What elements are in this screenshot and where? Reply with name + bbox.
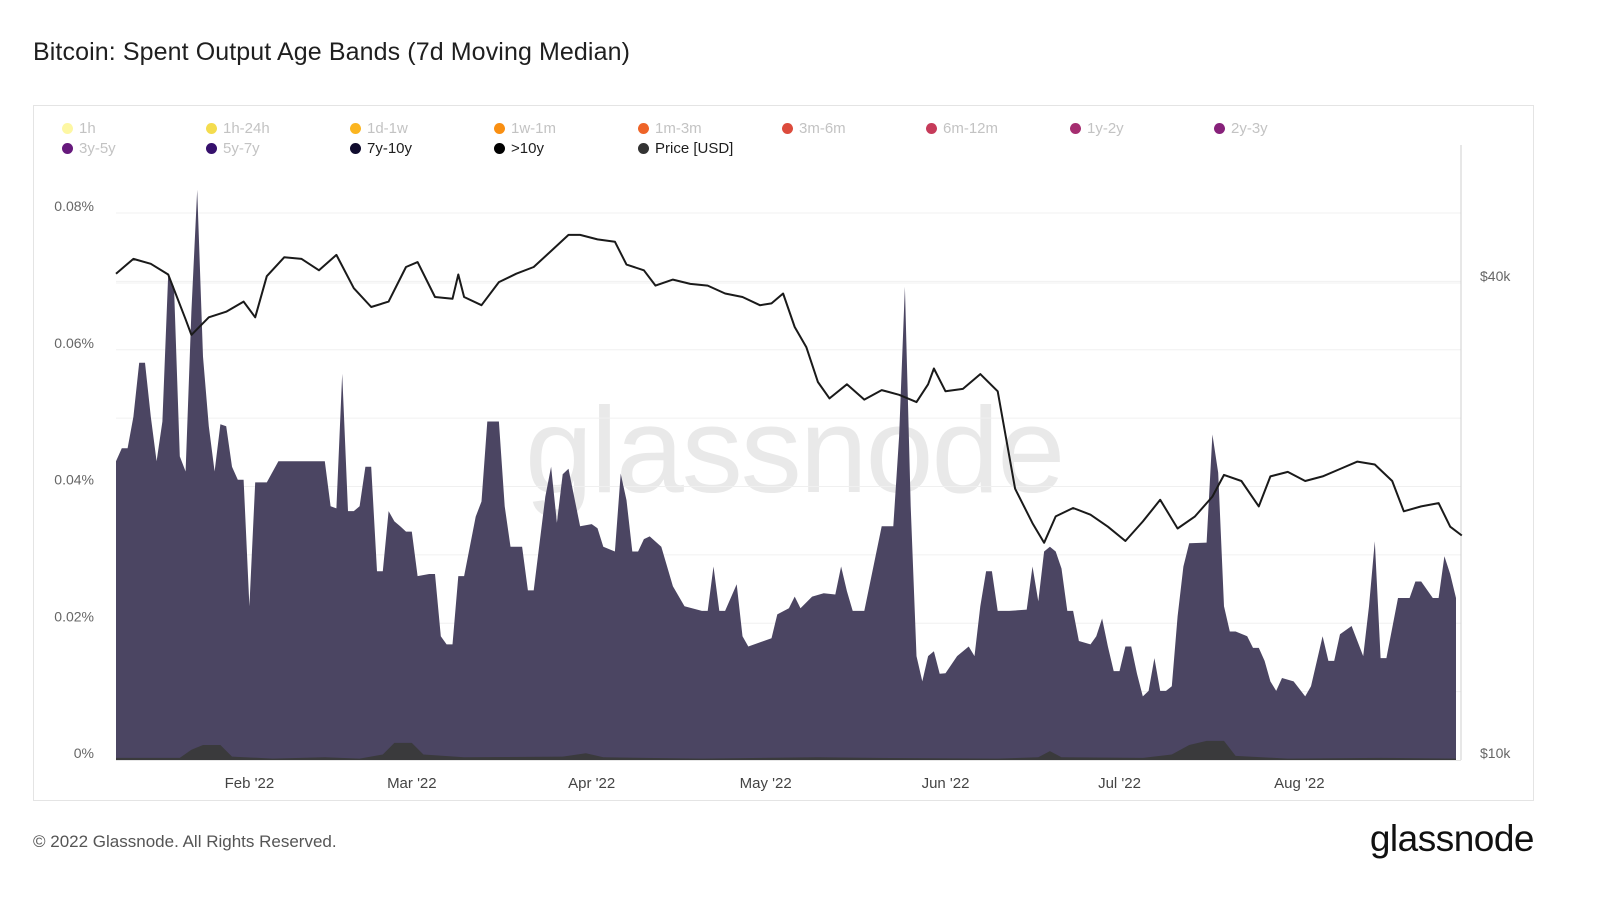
legend-dot-icon	[782, 123, 793, 134]
y-left-tick-label: 0.04%	[54, 472, 94, 488]
legend-label: 3y-5y	[79, 140, 116, 157]
y-right-tick-label: $10k	[1480, 745, 1511, 761]
legend-label: 1m-3m	[655, 120, 702, 137]
legend-label: 1d-1w	[367, 120, 408, 137]
x-tick-label: Jul '22	[1098, 775, 1141, 792]
legend-item[interactable]: 3y-5y	[62, 140, 116, 157]
legend-dot-icon	[62, 143, 73, 154]
legend-dot-icon	[926, 123, 937, 134]
legend-dot-icon	[638, 123, 649, 134]
legend-item[interactable]: 1d-1w	[350, 120, 408, 137]
legend-item[interactable]: 6m-12m	[926, 120, 998, 137]
x-tick-label: Mar '22	[387, 775, 437, 792]
watermark: glassnode	[525, 382, 1065, 518]
legend-item[interactable]: 5y-7y	[206, 140, 260, 157]
legend-dot-icon	[350, 143, 361, 154]
legend-dot-icon	[206, 123, 217, 134]
legend-item[interactable]: 1w-1m	[494, 120, 556, 137]
legend-item[interactable]: 2y-3y	[1214, 120, 1268, 137]
legend-label: 3m-6m	[799, 120, 846, 137]
chart-title: Bitcoin: Spent Output Age Bands (7d Movi…	[33, 38, 631, 66]
y-left-tick-label: 0.08%	[54, 198, 94, 214]
legend-label: 6m-12m	[943, 120, 999, 137]
legend-label: >10y	[511, 140, 544, 157]
legend-dot-icon	[494, 123, 505, 134]
legend-item[interactable]: 1m-3m	[638, 120, 702, 137]
y-left-tick-label: 0%	[74, 745, 94, 761]
copyright: © 2022 Glassnode. All Rights Reserved.	[33, 832, 337, 851]
x-tick-label: Jun '22	[922, 775, 970, 792]
price-line	[115, 233, 1463, 544]
y-right-tick-label: $40k	[1480, 268, 1511, 284]
y-left-tick-label: 0.02%	[54, 608, 94, 624]
legend-item[interactable]: 1h	[62, 120, 96, 137]
chart-frame	[33, 105, 1534, 801]
legend-dot-icon	[350, 123, 361, 134]
x-tick-label: May '22	[740, 775, 792, 792]
legend-item[interactable]: >10y	[494, 140, 544, 157]
legend-label: 1h-24h	[223, 120, 270, 137]
legend-label: 2y-3y	[1231, 120, 1268, 137]
legend-label: 1w-1m	[511, 120, 557, 137]
legend-label: Price [USD]	[655, 140, 734, 157]
legend-item[interactable]: 1h-24h	[206, 120, 270, 137]
legend-label: 1y-2y	[1087, 120, 1124, 137]
x-tick-label: Aug '22	[1274, 775, 1324, 792]
legend-label: 1h	[79, 120, 96, 137]
legend-dot-icon	[206, 143, 217, 154]
legend-label: 5y-7y	[223, 140, 260, 157]
legend-item[interactable]: 3m-6m	[782, 120, 846, 137]
legend-label: 7y-10y	[367, 140, 413, 157]
x-tick-label: Apr '22	[568, 775, 615, 792]
x-tick-label: Feb '22	[225, 775, 275, 792]
legend-dot-icon	[494, 143, 505, 154]
legend-dot-icon	[638, 143, 649, 154]
legend-dot-icon	[62, 123, 73, 134]
series-area-7y10y	[116, 189, 1456, 761]
y-left-tick-label: 0.06%	[54, 335, 94, 351]
legend-item[interactable]: 7y-10y	[350, 140, 412, 157]
legend-item[interactable]: 1y-2y	[1070, 120, 1124, 137]
series-area-10y	[116, 740, 1456, 760]
glassnode-logo: glassnode	[1369, 818, 1535, 859]
legend-dot-icon	[1070, 123, 1081, 134]
legend-dot-icon	[1214, 123, 1225, 134]
legend-item[interactable]: Price [USD]	[638, 140, 733, 157]
